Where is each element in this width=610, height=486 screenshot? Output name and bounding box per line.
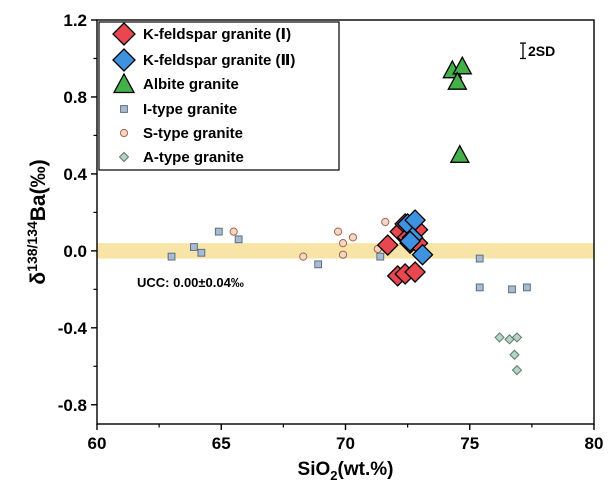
legend-marker-atype xyxy=(118,151,130,163)
legend-label-kfs1: K-feldspar granite (Ⅰ) xyxy=(143,26,291,43)
data-point-itype-0 xyxy=(167,252,176,261)
data-point-kfs2-3 xyxy=(399,230,422,253)
legend-marker-itype xyxy=(120,105,128,113)
legend-marker-kfs1 xyxy=(112,22,136,46)
data-point-atype-1 xyxy=(504,334,515,345)
x-axis-label: SiO2(wt.%) xyxy=(298,459,394,483)
data-point-stype-4 xyxy=(338,250,348,259)
data-point-stype-1 xyxy=(299,252,308,261)
data-point-stype-2 xyxy=(333,227,343,236)
x-tick-label: 60 xyxy=(88,434,107,453)
ucc-band xyxy=(97,243,594,259)
legend-box xyxy=(98,21,340,171)
legend-label-stype: S-type granite xyxy=(143,125,243,142)
x-tick-label: 70 xyxy=(336,434,355,453)
data-point-itype-7 xyxy=(475,254,484,263)
legend-label-kfs2: K-feldspar granite (Ⅱ) xyxy=(143,52,295,69)
data-point-itype-1 xyxy=(190,243,198,251)
data-point-itype-3 xyxy=(214,227,223,236)
data-point-atype-4 xyxy=(511,364,523,376)
data-point-kfs2-4 xyxy=(411,243,434,266)
legend-label-albite: Albite granite xyxy=(143,76,239,93)
data-point-stype-7 xyxy=(381,217,390,227)
data-point-kfs1-9 xyxy=(404,261,426,283)
x-tick-label: 75 xyxy=(460,434,479,453)
data-point-itype-2 xyxy=(197,248,206,257)
data-point-stype-5 xyxy=(348,233,358,242)
y-tick-label: 0.8 xyxy=(63,88,87,107)
legend-marker-stype xyxy=(119,128,129,138)
y-axis-label: δ138/134Ba(‰) xyxy=(24,159,50,284)
annotations-layer: UCC: 0.00±0.04‰ 2SD xyxy=(137,42,555,290)
ucc-band-layer xyxy=(97,243,594,259)
y-tick-label: 0.4 xyxy=(63,165,87,184)
data-points-layer xyxy=(167,55,531,376)
data-point-albite-3 xyxy=(449,144,470,163)
y-tick-label: -0.8 xyxy=(58,396,87,415)
data-point-itype-4 xyxy=(234,235,243,244)
x-tick-label: 65 xyxy=(212,434,231,453)
data-point-itype-9 xyxy=(508,285,516,294)
ucc-label: UCC: 0.00±0.04‰ xyxy=(137,275,244,290)
legend-marker-albite xyxy=(112,72,136,94)
data-point-albite-2 xyxy=(447,71,468,90)
data-point-albite-1 xyxy=(452,55,473,75)
data-point-atype-0 xyxy=(494,332,505,343)
data-point-atype-2 xyxy=(511,332,523,343)
y-tick-label: -0.4 xyxy=(58,319,88,338)
data-point-itype-6 xyxy=(376,252,385,261)
legend-marker-kfs2 xyxy=(112,48,136,72)
error-bar-label: 2SD xyxy=(528,43,555,59)
x-tick-label: 80 xyxy=(585,434,604,453)
axes-layer: 60 65 70 75 80 -0.8 -0.4 0.0 0.4 0.8 1.2 SiO2(wt.%)… xyxy=(24,11,603,483)
data-point-itype-10 xyxy=(523,283,531,292)
legend: K-feldspar granite (Ⅰ) K-feldspar granite… xyxy=(98,21,340,171)
data-point-itype-5 xyxy=(314,260,323,269)
y-tick-label: 0.0 xyxy=(63,242,87,261)
data-point-itype-8 xyxy=(475,283,484,292)
legend-label-atype: A-type granite xyxy=(143,149,244,166)
y-tick-label: 1.2 xyxy=(63,11,87,30)
data-point-stype-0 xyxy=(229,227,238,236)
data-point-stype-3 xyxy=(338,239,348,248)
data-point-kfs1-0 xyxy=(376,234,399,257)
legend-label-itype: I-type granite xyxy=(143,101,237,118)
data-point-atype-3 xyxy=(509,349,520,360)
